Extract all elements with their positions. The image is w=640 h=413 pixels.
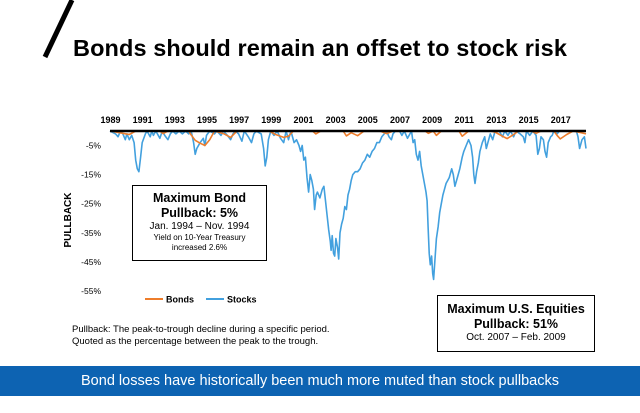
x-tick-label: 2005 [358, 115, 378, 125]
bond-callout-title-1: Maximum Bond [152, 191, 247, 205]
bond-callout-note-1: Yield on 10-Year Treasury [153, 233, 246, 242]
x-tick-label: 1989 [100, 115, 120, 125]
x-tick-label: 2009 [422, 115, 442, 125]
page-title: Bonds should remain an offset to stock r… [73, 35, 567, 61]
x-tick-label: 1995 [197, 115, 217, 125]
x-tick-label: 2017 [551, 115, 571, 125]
x-tick-label: 1999 [261, 115, 281, 125]
max-equities-pullback-callout: Maximum U.S. Equities Pullback: 51% Oct.… [437, 295, 595, 352]
footnote-line-2: Quoted as the percentage between the pea… [72, 336, 319, 347]
slash-decoration [42, 0, 75, 59]
x-tick-label: 2011 [455, 115, 475, 125]
chart-legend: Bonds Stocks [145, 295, 257, 305]
y-axis-label: PULLBACK [63, 192, 74, 248]
stocks-series-line [109, 130, 587, 281]
stock-callout-title-2: Pullback: 51% [473, 317, 559, 331]
y-tick-label: -35% [81, 228, 101, 238]
x-tick-label: 2007 [390, 115, 410, 125]
x-axis-ticks: 1989 1991 1993 1995 1997 1999 2001 2003 2005 2007… [100, 115, 570, 125]
x-tick-label: 2015 [519, 115, 539, 125]
y-axis-ticks: -5% -15% -25% -35% -45% -55% [81, 141, 101, 296]
x-tick-label: 2013 [486, 115, 506, 125]
x-tick-label: 1997 [229, 115, 249, 125]
x-tick-label: 2003 [326, 115, 346, 125]
legend-bonds-label: Bonds [166, 295, 194, 305]
y-tick-label: -5% [86, 141, 102, 151]
bond-callout-dates: Jan. 1994 – Nov. 1994 [149, 221, 250, 232]
x-tick-label: 2001 [293, 115, 313, 125]
footnote-line-1: Pullback: The peak-to-trough decline dur… [72, 324, 330, 335]
summary-banner: Bond losses have historically been much … [0, 366, 640, 396]
max-bond-pullback-callout: Maximum Bond Pullback: 5% Jan. 1994 – No… [132, 185, 267, 261]
legend-stocks-label: Stocks [227, 295, 257, 305]
stock-callout-dates: Oct. 2007 – Feb. 2009 [466, 332, 566, 343]
bond-callout-title-2: Pullback: 5% [160, 206, 239, 220]
x-tick-label: 1993 [165, 115, 185, 125]
bond-callout-note-2: increased 2.6% [171, 243, 228, 252]
y-tick-label: -55% [81, 286, 101, 296]
x-tick-label: 1991 [133, 115, 153, 125]
y-tick-label: -25% [81, 199, 101, 209]
y-tick-label: -45% [81, 257, 101, 267]
y-tick-label: -15% [81, 170, 101, 180]
pullback-footnote: Pullback: The peak-to-trough decline dur… [72, 324, 330, 348]
stock-callout-title-1: Maximum U.S. Equities [447, 302, 585, 316]
